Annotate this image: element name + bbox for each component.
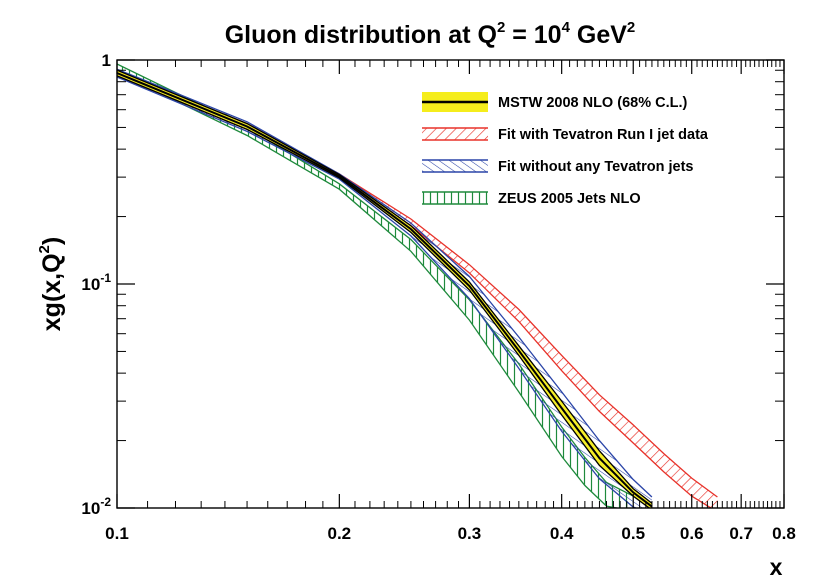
- band-area: [117, 64, 634, 508]
- chart-title: Gluon distribution at Q2 = 104 GeV2: [225, 19, 636, 49]
- legend-label: Fit without any Tevatron jets: [498, 159, 694, 175]
- x-tick-label: 0.6: [680, 524, 704, 543]
- legend-entry-zeus-2005-jets-nlo: ZEUS 2005 Jets NLO: [422, 191, 641, 207]
- band-upper-edge: [117, 68, 653, 498]
- y-tick-label: 10-1: [81, 271, 111, 294]
- x-tick-label: 0.7: [729, 524, 753, 543]
- y-tick-label: 1: [102, 51, 111, 70]
- axis-ticks: [116, 59, 785, 509]
- legend-label: Fit with Tevatron Run I jet data: [498, 127, 709, 143]
- series-bands: [117, 63, 718, 508]
- x-tick-label: 0.4: [550, 524, 574, 543]
- legend-entry-fit-without-any-tevatron-jets: Fit without any Tevatron jets: [422, 159, 694, 175]
- x-tick-label: 0.3: [458, 524, 482, 543]
- legend-label: ZEUS 2005 Jets NLO: [498, 191, 641, 207]
- legend-swatch: [422, 160, 488, 172]
- band-area: [117, 71, 718, 508]
- y-tick-label: 10-2: [81, 495, 111, 518]
- y-axis-label: xg(x,Q2): [36, 237, 66, 331]
- central-line: [117, 72, 653, 508]
- x-axis-label: x: [770, 554, 783, 580]
- band-lower-edge: [117, 75, 651, 508]
- x-tick-labels: 0.1 0.2 0.3 0.4 0.5 0.6 0.7 0.8: [105, 524, 796, 543]
- legend-swatch: [422, 128, 488, 140]
- x-tick-label: 0.2: [328, 524, 352, 543]
- x-tick-label: 0.1: [105, 524, 129, 543]
- legend-entry-fit-with-tevatron-run-i-jet-data: Fit with Tevatron Run I jet data: [422, 127, 709, 143]
- series-mstw-2008-nlo-68-c-l: [117, 69, 653, 508]
- band-lower-edge: [117, 76, 638, 508]
- band-upper-edge: [117, 69, 653, 504]
- legend-entry-mstw-2008-nlo-68-c-l: MSTW 2008 NLO (68% C.L.): [422, 92, 688, 112]
- legend-swatch: [422, 192, 488, 204]
- y-tick-labels: 1 10-1 10-2: [81, 51, 111, 518]
- band-lower-edge: [117, 71, 621, 508]
- legend-label: MSTW 2008 NLO (68% C.L.): [498, 95, 688, 111]
- x-tick-label: 0.5: [621, 524, 645, 543]
- x-tick-label: 0.8: [772, 524, 796, 543]
- legend: MSTW 2008 NLO (68% C.L.) Fit with Tevatro…: [422, 92, 709, 207]
